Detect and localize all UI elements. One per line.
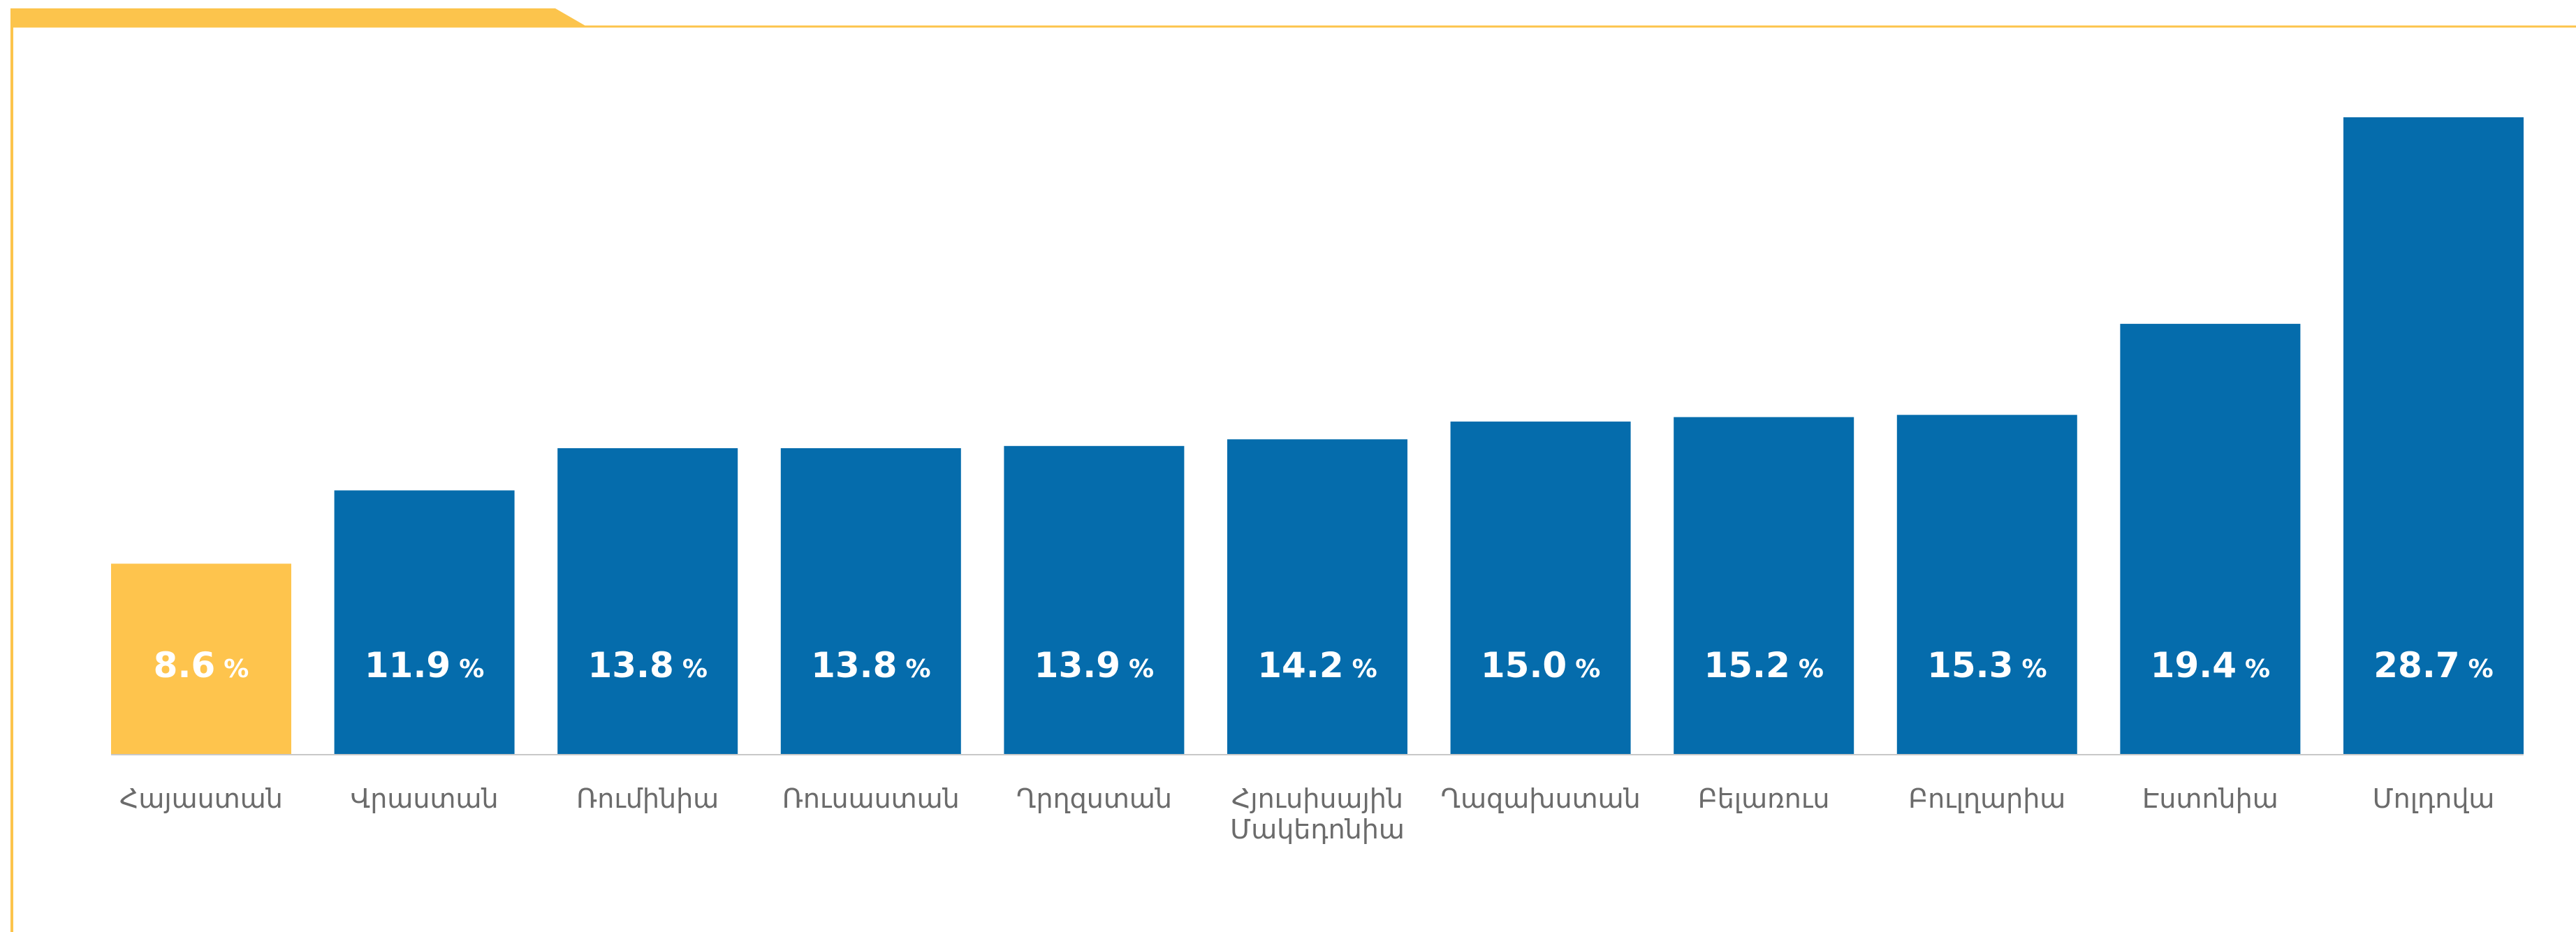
category-label: Ռումինիա bbox=[576, 783, 719, 814]
bar-value-unit: % bbox=[2021, 655, 2047, 683]
category-label: Ղազախստան bbox=[1440, 783, 1640, 814]
bar bbox=[2343, 117, 2524, 755]
bar-value-unit: % bbox=[1129, 655, 1154, 683]
bar-group: 13.8 % Ռումինիա bbox=[557, 447, 738, 814]
bar-value-unit: % bbox=[905, 655, 930, 683]
bar-value-unit: % bbox=[1799, 655, 1824, 683]
bar-group: 8.6 % Հայաստան bbox=[111, 563, 291, 814]
bar-group: 13.9 % Ղրղզստան bbox=[1004, 445, 1185, 814]
bar-group: 13.8 % Ռուսաստան bbox=[780, 447, 961, 814]
category-label: Ղրղզստան bbox=[1016, 783, 1172, 814]
bar-value-number: 11.9 bbox=[365, 645, 451, 686]
category-label-line: Բելառուս bbox=[1698, 783, 1830, 814]
bar bbox=[1450, 421, 1631, 755]
bar-group: 11.9 % Վրաստան bbox=[334, 490, 515, 814]
bar-value-label: 15.3% bbox=[1927, 645, 2047, 686]
bar bbox=[1004, 445, 1185, 755]
bar-value-number: 14.2 bbox=[1257, 645, 1343, 686]
bar bbox=[780, 447, 961, 755]
category-label-line: Բուլղարիա bbox=[1908, 783, 2065, 814]
bar bbox=[334, 490, 515, 755]
bar-value-number: 13.8 bbox=[587, 645, 673, 686]
bar bbox=[557, 447, 738, 755]
bar-value-number: 8.6 bbox=[154, 645, 216, 686]
category-label-line: Ղազախստան bbox=[1440, 783, 1640, 814]
bar-group: 15.3 % Բուլղարիա bbox=[1896, 415, 2077, 814]
bar-group: 19.4 % Էստոնիա bbox=[2120, 323, 2301, 814]
category-label-line: Ռումինիա bbox=[576, 783, 719, 814]
bar-value-number: 13.9 bbox=[1034, 645, 1120, 686]
bar bbox=[2120, 323, 2301, 755]
bar bbox=[111, 563, 291, 755]
category-label: Ռուսաստան bbox=[782, 783, 960, 814]
frame-tab bbox=[11, 8, 587, 27]
category-label-line: Մակեդոնիա bbox=[1230, 814, 1405, 845]
category-label-line: Հյուսիսային bbox=[1231, 783, 1403, 814]
category-label: Հյուսիսային Մակեդոնիա bbox=[1230, 783, 1405, 845]
bar-value-number: 15.2 bbox=[1704, 645, 1790, 686]
bar-value-number: 15.3 bbox=[1927, 645, 2013, 686]
bar-group: 14.2 % Հյուսիսային Մակեդոնիա bbox=[1227, 439, 1407, 845]
category-label: Էստոնիա bbox=[2142, 783, 2278, 814]
bar bbox=[1674, 417, 1854, 755]
bar-value-number: 28.7 bbox=[2373, 645, 2459, 686]
bar-value-label: 13.9% bbox=[1034, 645, 1154, 686]
bar-value-label: 14.2% bbox=[1257, 645, 1377, 686]
category-label-line: Մոլդովա bbox=[2373, 783, 2495, 814]
bar-value-label: 11.9% bbox=[365, 645, 484, 686]
bar-value-number: 15.0 bbox=[1481, 645, 1567, 686]
bar-value-number: 19.4 bbox=[2151, 645, 2237, 686]
category-label-line: Էստոնիա bbox=[2142, 783, 2278, 814]
bar-value-unit: % bbox=[2245, 655, 2270, 683]
bar-value-label: 13.8% bbox=[587, 645, 707, 686]
bar-value-unit: % bbox=[1575, 655, 1600, 683]
category-label: Մոլդովա bbox=[2373, 783, 2495, 814]
bar-value-unit: % bbox=[682, 655, 708, 683]
category-label-line: Ռուսաստան bbox=[782, 783, 960, 814]
bar-value-unit: % bbox=[2468, 655, 2494, 683]
bar-value-label: 13.8% bbox=[811, 645, 930, 686]
category-label: Վրաստան bbox=[351, 783, 499, 814]
category-label: Բելառուս bbox=[1698, 783, 1830, 814]
bar-value-label: 15.2% bbox=[1704, 645, 1823, 686]
bar-value-label: 15.0% bbox=[1481, 645, 1600, 686]
category-label: Հայաստան bbox=[119, 783, 283, 814]
bar-value-label: 8.6% bbox=[154, 645, 249, 686]
bar-value-label: 19.4% bbox=[2151, 645, 2270, 686]
bar-value-number: 13.8 bbox=[811, 645, 897, 686]
bar bbox=[1896, 415, 2077, 755]
bar-group: 15.0 % Ղազախստան bbox=[1440, 421, 1641, 814]
bar-group: 28.7 % Մոլդովա bbox=[2343, 117, 2524, 814]
category-label-line: Հայաստան bbox=[119, 783, 283, 814]
bar-value-unit: % bbox=[1352, 655, 1377, 683]
category-label: Բուլղարիա bbox=[1908, 783, 2065, 814]
bar-group: 15.2 % Բելառուս bbox=[1674, 417, 1854, 814]
bar bbox=[1227, 439, 1407, 755]
bar-value-unit: % bbox=[224, 655, 249, 683]
category-label-line: Վրաստան bbox=[351, 783, 499, 814]
bar-value-label: 28.7% bbox=[2373, 645, 2493, 686]
category-label-line: Ղրղզստան bbox=[1016, 783, 1172, 814]
bar-value-unit: % bbox=[459, 655, 484, 683]
